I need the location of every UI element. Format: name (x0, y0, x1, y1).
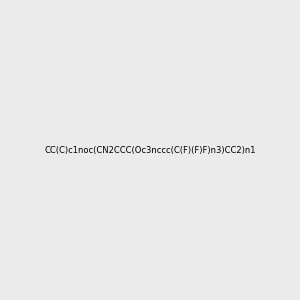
Text: CC(C)c1noc(CN2CCC(Oc3nccc(C(F)(F)F)n3)CC2)n1: CC(C)c1noc(CN2CCC(Oc3nccc(C(F)(F)F)n3)CC… (44, 146, 256, 154)
